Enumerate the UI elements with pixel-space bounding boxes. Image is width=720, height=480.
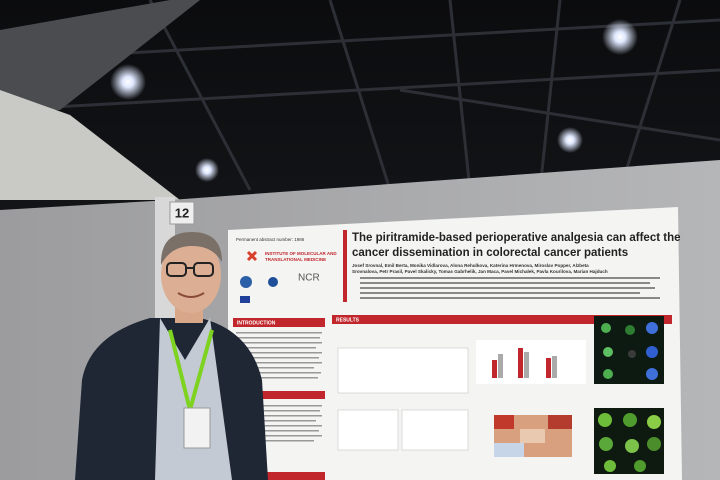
institute: INSTITUTE OF MOLECULAR AND: [265, 251, 337, 256]
board-tag: [169, 201, 195, 225]
abstract-number: Permanent abstract number: 1986: [236, 237, 305, 242]
institute: TRANSLATIONAL MEDICINE: [265, 257, 326, 262]
logo: [240, 276, 252, 288]
micrographs: [594, 316, 664, 474]
authors: Srovnalova, Petr Prasil, Pavel Skalicky,…: [352, 269, 608, 274]
poster: Permanent abstract number: 1986 The piri…: [228, 207, 682, 480]
authors: Josef Srovnal, Emil Berta, Monika Vidlar…: [352, 263, 589, 268]
section-bar: [233, 472, 325, 480]
section-title: INTRODUCTION: [237, 320, 276, 326]
soffit: [0, 90, 180, 200]
figure: [401, 409, 469, 451]
methods-text: [236, 405, 322, 442]
lights: [110, 19, 638, 182]
section-bar: [233, 318, 325, 327]
logo-mark: [246, 250, 258, 262]
person: [75, 232, 268, 480]
heatmap: [494, 415, 572, 457]
section-title: RESULTS: [336, 317, 360, 323]
section-bar: [233, 391, 325, 399]
figure: [337, 409, 399, 451]
logo-text: NCR: [298, 273, 320, 284]
smile: [177, 292, 205, 298]
poster-title: cancer dissemination in colorectal cance…: [352, 247, 628, 259]
section-bar: [332, 315, 672, 324]
beam: [0, 0, 200, 110]
badge: [183, 407, 211, 449]
board-number: 12: [175, 205, 189, 220]
poster-title: The piritramide-based perioperative anal…: [352, 232, 681, 244]
face: [161, 237, 221, 313]
figure: [337, 347, 469, 394]
intro-text: [236, 332, 322, 379]
logo: [268, 277, 278, 287]
affiliations: [360, 277, 660, 299]
figure-bars: [492, 348, 557, 378]
eu-flag: [240, 296, 250, 303]
glasses: [166, 262, 214, 277]
hair: [160, 232, 222, 265]
title-rule: [343, 230, 347, 302]
